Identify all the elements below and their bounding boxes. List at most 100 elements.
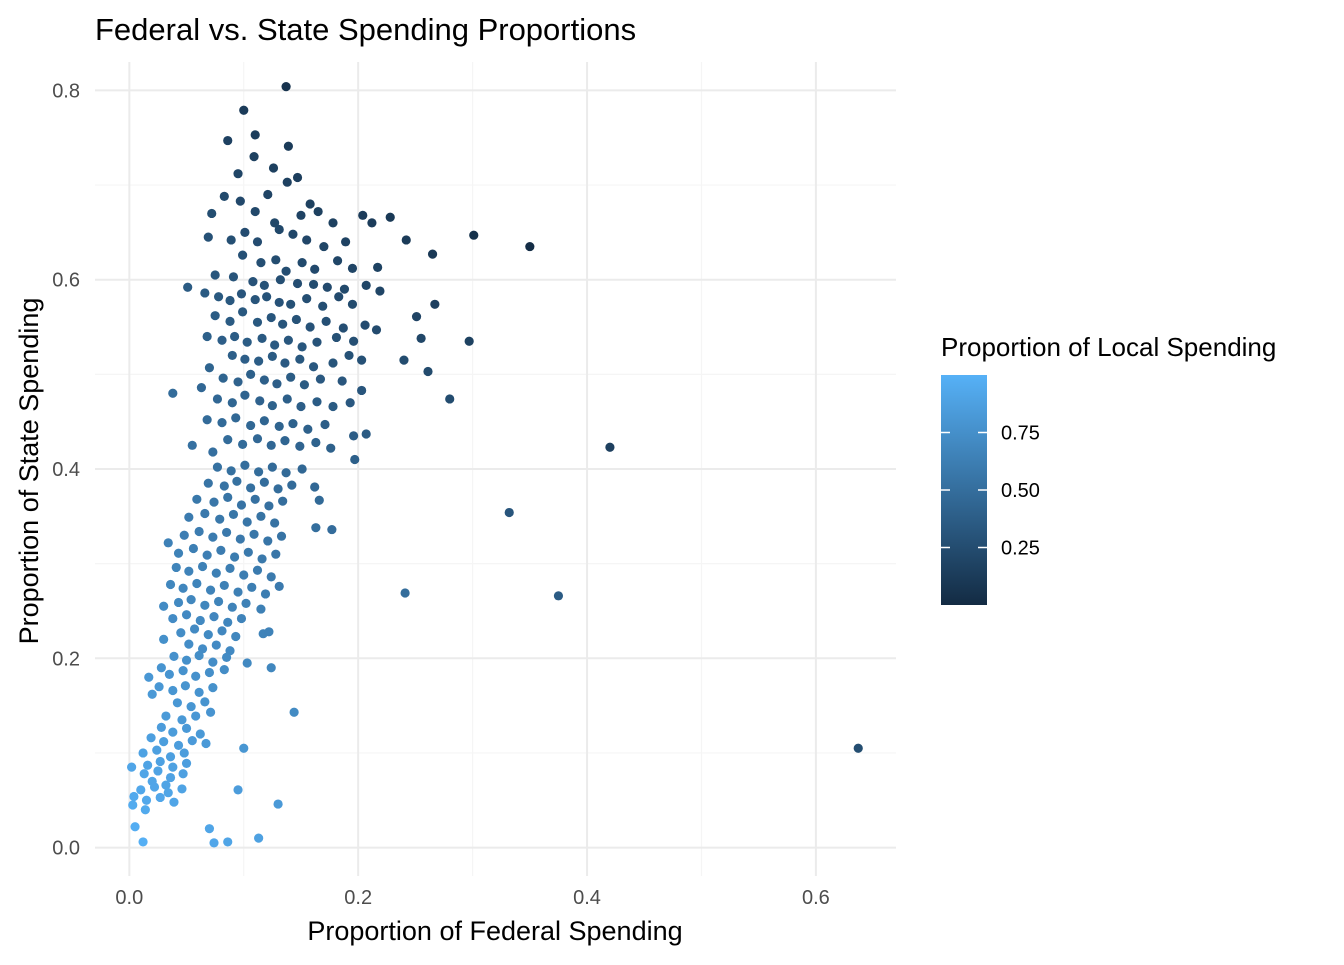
data-point — [239, 743, 249, 753]
data-point — [161, 711, 171, 721]
data-point — [221, 652, 232, 662]
data-point — [553, 591, 564, 601]
data-point — [163, 538, 173, 548]
data-point — [357, 355, 367, 365]
data-point — [331, 332, 342, 343]
x-tick-label: 0.4 — [573, 887, 601, 909]
data-point — [327, 524, 337, 535]
data-point — [184, 566, 194, 576]
data-point — [259, 477, 269, 487]
color-legend: Proportion of Local Spending 0.25 0.50 0.7… — [941, 332, 1276, 605]
data-point — [257, 333, 267, 343]
data-point — [187, 440, 197, 450]
data-point — [240, 460, 250, 470]
data-point — [263, 189, 273, 200]
data-point — [274, 581, 284, 591]
data-point — [266, 312, 276, 323]
data-point — [202, 550, 212, 560]
data-point — [213, 292, 224, 302]
data-point — [203, 232, 213, 242]
data-point — [209, 612, 219, 622]
data-point — [200, 697, 210, 707]
data-point — [267, 462, 277, 472]
data-point — [235, 534, 245, 544]
data-point — [272, 379, 282, 389]
data-point — [225, 563, 235, 573]
data-point — [264, 627, 274, 637]
data-point — [295, 441, 305, 451]
data-point — [246, 483, 256, 493]
data-point — [311, 523, 321, 533]
data-point — [239, 570, 249, 580]
data-point — [297, 342, 307, 352]
data-point — [267, 351, 277, 361]
data-point — [246, 369, 256, 379]
data-point — [173, 548, 184, 558]
data-point — [236, 500, 247, 510]
data-point — [350, 454, 360, 465]
data-point — [238, 439, 248, 449]
data-point — [156, 663, 166, 673]
data-point — [400, 588, 410, 598]
data-point — [361, 429, 371, 439]
data-point — [200, 508, 210, 519]
data-point — [230, 552, 240, 562]
data-point — [236, 613, 247, 624]
data-point — [283, 335, 293, 345]
x-axis-label: Proportion of Federal Spending — [307, 916, 682, 946]
legend-title: Proportion of Local Spending — [941, 332, 1276, 362]
data-point — [212, 394, 223, 404]
data-point — [361, 280, 371, 290]
data-point — [270, 340, 280, 350]
data-point — [256, 258, 266, 268]
data-point — [250, 130, 260, 140]
data-point — [240, 390, 250, 400]
data-point — [280, 358, 290, 368]
data-point — [281, 82, 291, 92]
data-point — [189, 624, 200, 634]
data-point — [270, 218, 280, 228]
data-point — [233, 587, 243, 597]
data-point — [186, 595, 196, 605]
data-point — [328, 401, 338, 412]
data-point — [217, 418, 227, 428]
data-point — [227, 602, 237, 612]
data-point — [201, 738, 211, 749]
data-point — [267, 400, 277, 411]
data-point — [297, 258, 307, 268]
data-point — [311, 437, 321, 448]
data-point — [264, 501, 274, 511]
data-point — [367, 218, 377, 228]
data-point — [217, 335, 227, 345]
legend-tick-label: 0.50 — [1001, 480, 1040, 502]
points — [127, 82, 863, 848]
data-point — [266, 440, 276, 450]
data-point — [219, 481, 229, 491]
data-point — [194, 650, 204, 661]
axes: 0.0 0.2 0.4 0.6 0.0 0.2 0.4 0.6 0.8 — [52, 80, 830, 909]
data-point — [266, 663, 276, 673]
data-point — [255, 396, 265, 406]
data-point — [445, 394, 455, 404]
data-point — [427, 249, 438, 259]
data-point — [401, 235, 411, 245]
data-point — [349, 431, 359, 441]
data-point — [296, 210, 306, 220]
data-point — [328, 358, 338, 368]
data-point — [143, 760, 153, 770]
data-point — [223, 435, 233, 445]
data-point — [178, 583, 188, 593]
data-point — [181, 723, 192, 733]
data-point — [219, 665, 229, 675]
data-point — [197, 561, 208, 572]
data-point — [152, 745, 162, 755]
data-point — [358, 210, 368, 220]
data-point — [219, 580, 229, 591]
data-point — [280, 436, 290, 446]
legend-tick-label: 0.75 — [1001, 423, 1040, 445]
data-point — [233, 377, 243, 387]
data-point — [227, 350, 237, 361]
data-point — [312, 397, 322, 407]
data-point — [347, 299, 358, 309]
data-point — [211, 568, 221, 578]
